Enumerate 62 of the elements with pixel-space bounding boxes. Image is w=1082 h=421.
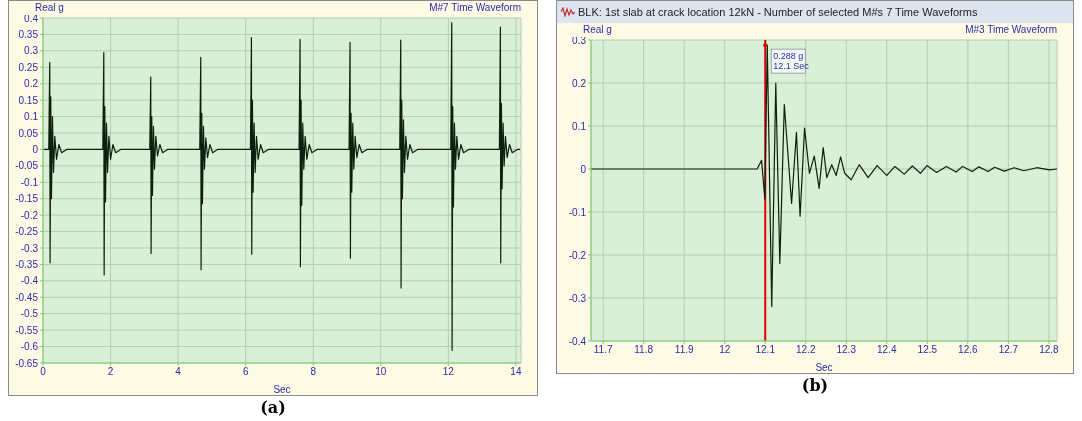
x-tick-label: 2 [107,366,114,378]
y-tick-label: 0.2 [572,77,587,89]
y-tick-label: -0.5 [20,308,39,320]
y-tick-label: -0.1 [568,206,587,218]
chart-title: BLK: 1st slab at crack location 12kN - Number of selected M#s 7 Time Waveforms [578,6,978,18]
x-tick-label: 12.3 [836,344,857,356]
x-tick-label: 12 [442,366,455,378]
y-tick-label: 0.1 [572,120,587,132]
x-tick-label: 12.8 [1039,344,1060,356]
y-tick-label: -0.4 [568,335,587,347]
y-tick-label: 0.2 [24,78,39,90]
line-series [591,44,1057,308]
x-tick-label: 12.1 [755,344,776,356]
y-axis-title: Real g [583,24,612,35]
y-tick-label: 0.35 [18,28,39,40]
y-tick-label: -0.3 [568,292,587,304]
x-axis-title: Sec [815,362,833,373]
y-tick-label: -0.15 [15,193,39,205]
x-tick-label: 12 [719,344,731,356]
x-tick-label: 12.7 [998,344,1019,356]
text: (b) [800,376,830,395]
y-tick-label: -0.3 [20,242,39,254]
y-tick-label: 0.4 [24,12,39,24]
y-tick-label: -0.25 [15,226,39,238]
x-axis-title: Sec [273,384,291,395]
x-tick-label: 12.4 [877,344,897,356]
y-tick-label: -0.2 [568,249,587,261]
y-tick-label: 0.1 [24,111,39,123]
y-tick-label: -0.6 [20,341,39,353]
y-tick-label: -0.65 [15,357,39,369]
x-tick-label: 6 [242,366,249,378]
x-tick-label: 10 [375,366,387,378]
x-tick-label: 12.6 [958,344,979,356]
text: (a) [259,398,287,417]
chart-subtitle: M#3 Time Waveform [965,24,1057,35]
line-series [43,22,521,352]
y-tick-label: 0 [580,163,587,175]
y-axis-title: Real g [35,2,64,13]
y-tick-label: -0.1 [20,176,39,188]
x-tick-label: 14 [510,366,522,378]
x-tick-label: 11.7 [593,344,613,356]
x-tick-label: 4 [175,366,182,378]
x-tick-label: 0 [40,366,47,378]
y-tick-label: 0.3 [24,45,39,57]
y-tick-label: 0.3 [572,34,587,46]
chart-title: M#7 Time Waveform [429,2,521,13]
annotation: 0.288 g 12.1 Sec [773,51,810,72]
x-tick-label: 11.8 [634,344,654,356]
x-tick-label: 11.9 [674,344,694,356]
y-tick-label: 0.05 [18,127,39,139]
y-tick-label: -0.4 [20,275,39,287]
y-tick-label: -0.35 [15,258,39,270]
y-tick-label: 0.15 [18,94,39,106]
y-tick-label: -0.05 [15,160,39,172]
y-tick-label: -0.55 [15,324,39,336]
y-tick-label: -0.2 [20,209,39,221]
y-tick-label: 0 [32,143,39,155]
x-tick-label: 12.2 [796,344,816,356]
x-tick-label: 12.5 [917,344,938,356]
y-tick-label: 0.25 [18,61,39,73]
y-tick-label: -0.45 [15,291,39,303]
x-tick-label: 8 [310,366,317,378]
